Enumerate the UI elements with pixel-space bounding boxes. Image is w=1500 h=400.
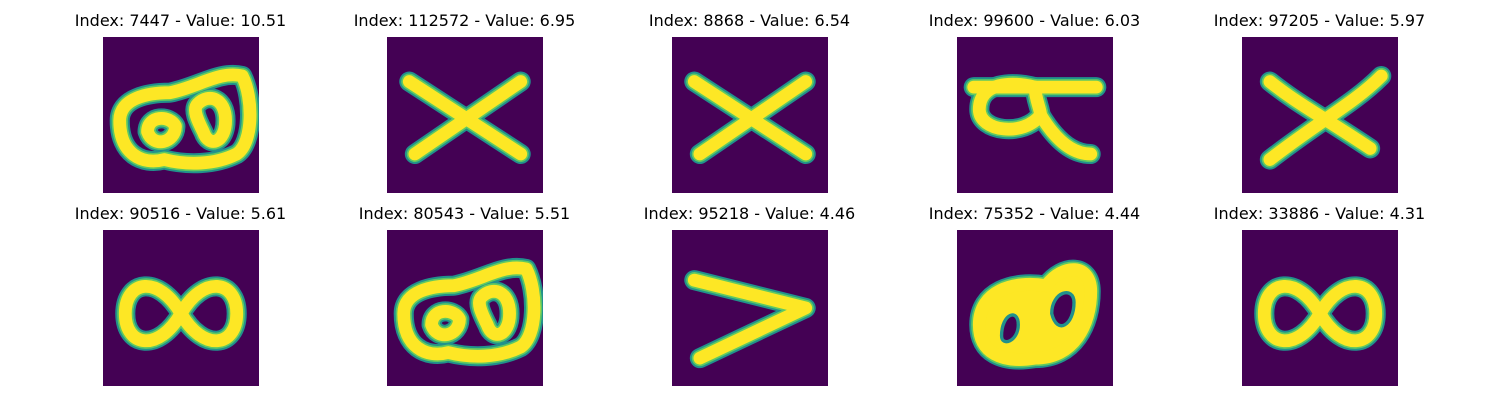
filled-double-loop-glyph [957, 230, 1113, 386]
image-panel: Index: 90516 - Value: 5.61 [38, 193, 323, 373]
infinity-glyph [1242, 230, 1398, 386]
image-panel: Index: 95218 - Value: 4.46 [607, 193, 892, 373]
image-panel: Index: 8868 - Value: 6.54 [607, 0, 892, 180]
x-cross-glyph [672, 37, 828, 193]
panel-title: Index: 112572 - Value: 6.95 [322, 11, 607, 31]
glyph-image [957, 230, 1113, 386]
double-loop-scrawl-glyph [103, 37, 259, 193]
image-panel: Index: 75352 - Value: 4.44 [892, 193, 1177, 373]
panel-title: Index: 75352 - Value: 4.44 [892, 204, 1177, 224]
image-panel: Index: 97205 - Value: 5.97 [1177, 0, 1462, 180]
image-panel: Index: 99600 - Value: 6.03 [892, 0, 1177, 180]
glyph-image [103, 37, 259, 193]
panel-title: Index: 97205 - Value: 5.97 [1177, 11, 1462, 31]
glyph-image [387, 230, 543, 386]
image-panel: Index: 80543 - Value: 5.51 [322, 193, 607, 373]
panel-title: Index: 99600 - Value: 6.03 [892, 11, 1177, 31]
panel-title: Index: 8868 - Value: 6.54 [607, 11, 892, 31]
alpha-loop-glyph [957, 37, 1113, 193]
glyph-image [103, 230, 259, 386]
image-panel: Index: 112572 - Value: 6.95 [322, 0, 607, 180]
glyph-image [672, 230, 828, 386]
image-panel: Index: 7447 - Value: 10.51 [38, 0, 323, 180]
image-panel: Index: 33886 - Value: 4.31 [1177, 193, 1462, 373]
glyph-image [672, 37, 828, 193]
x-cross-bold-glyph [1242, 37, 1398, 193]
panel-title: Index: 33886 - Value: 4.31 [1177, 204, 1462, 224]
glyph-image [1242, 230, 1398, 386]
v-shape-glyph [672, 230, 828, 386]
x-cross-glyph [387, 37, 543, 193]
glyph-image [1242, 37, 1398, 193]
glyph-image [387, 37, 543, 193]
infinity-glyph [103, 230, 259, 386]
glyph-image [957, 37, 1113, 193]
panel-title: Index: 95218 - Value: 4.46 [607, 204, 892, 224]
double-loop-scrawl-glyph [387, 230, 543, 386]
panel-title: Index: 90516 - Value: 5.61 [38, 204, 323, 224]
panel-title: Index: 80543 - Value: 5.51 [322, 204, 607, 224]
panel-title: Index: 7447 - Value: 10.51 [38, 11, 323, 31]
